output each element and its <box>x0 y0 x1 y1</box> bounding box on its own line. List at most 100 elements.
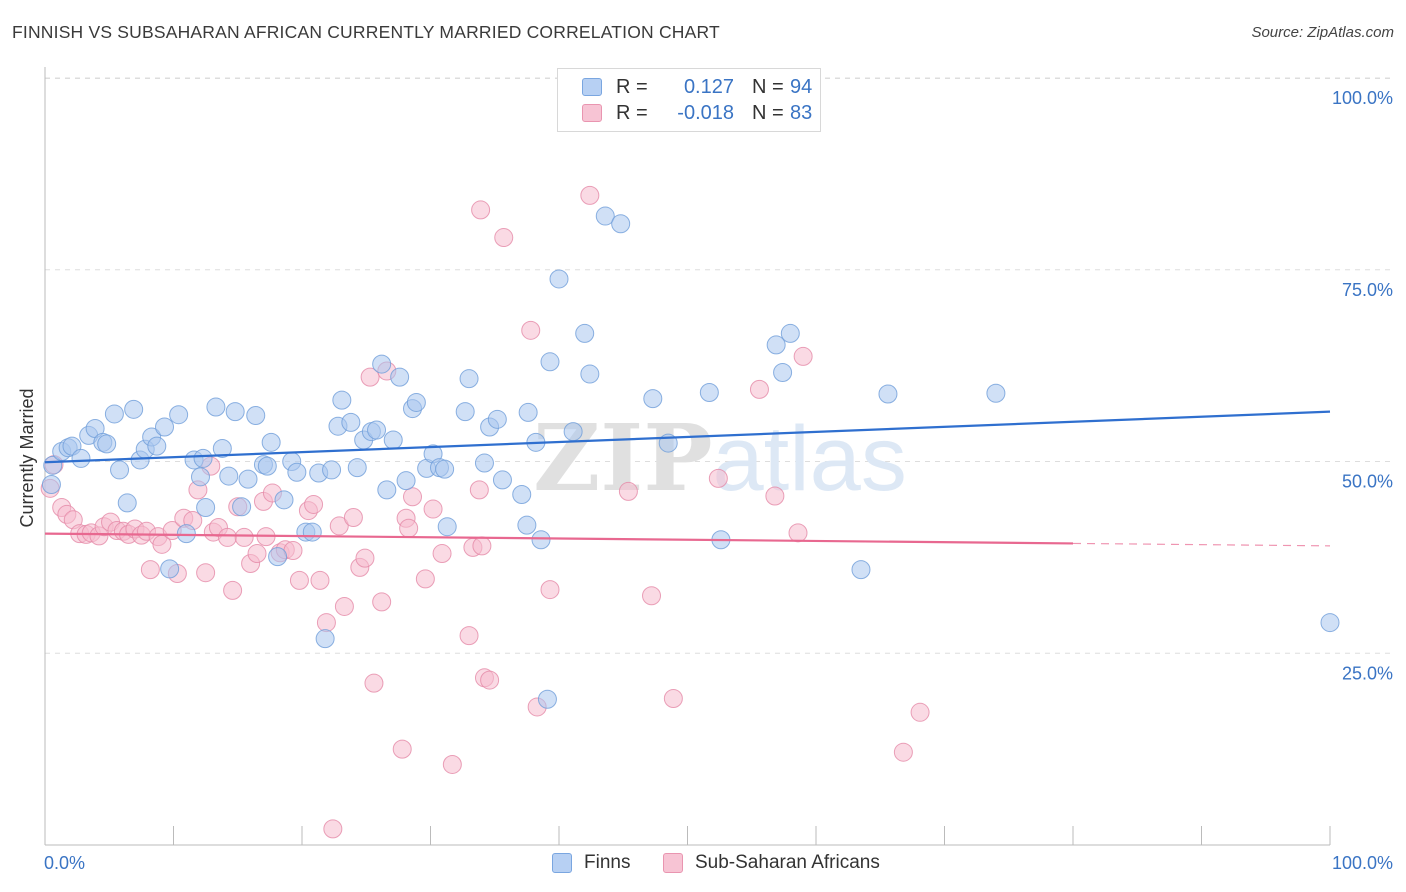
subsaharan-point <box>343 507 363 527</box>
subsaharan-point <box>372 592 392 612</box>
y-tick-label: 25.0% <box>1342 663 1393 683</box>
finns-point <box>575 323 595 343</box>
finns-point <box>238 469 258 489</box>
finns-point <box>257 456 277 476</box>
x-tick-label: 0.0% <box>44 853 85 873</box>
subsaharan-point <box>471 200 491 220</box>
subsaharan-point <box>323 819 343 839</box>
finns-point <box>580 364 600 384</box>
finns-point <box>219 466 239 486</box>
legend-r-label: R = <box>616 75 648 98</box>
watermark-atlas: atlas <box>713 408 907 510</box>
correlation-legend: R = 0.127 N = 94 R = -0.018 N = 83 <box>557 68 821 132</box>
data-points <box>40 185 1340 839</box>
finns-point <box>1320 613 1340 633</box>
finns-point <box>41 475 61 495</box>
subsaharan-point <box>223 580 243 600</box>
subsaharan-point <box>765 486 785 506</box>
y-axis-label: Currently Married <box>17 388 37 527</box>
finns-point <box>97 434 117 454</box>
finns-swatch <box>552 853 572 873</box>
subsaharan-point <box>140 560 160 580</box>
x-tick-label: 100.0% <box>1332 853 1393 873</box>
finns-point <box>147 436 167 456</box>
finns-point <box>537 689 557 709</box>
subsaharan-point <box>304 494 324 514</box>
finns-point <box>347 458 367 478</box>
finns-point <box>383 430 403 450</box>
legend-item-finns[interactable]: Finns <box>552 852 630 874</box>
subsaharan-point <box>415 569 435 589</box>
finns-point <box>104 404 124 424</box>
finns-point <box>878 384 898 404</box>
subsaharan-point <box>480 670 500 690</box>
subsaharan-point <box>472 536 492 556</box>
subsaharan-point <box>316 613 336 633</box>
finns-point <box>71 448 91 468</box>
finns-point <box>206 397 226 417</box>
finns-point <box>225 402 245 422</box>
finns-point <box>160 559 180 579</box>
subsaharan-point <box>310 570 330 590</box>
finns-point <box>512 484 532 504</box>
subsaharan-point <box>334 596 354 616</box>
subsaharan-point <box>399 518 419 538</box>
legend-subsaharan-label: Sub-Saharan Africans <box>695 852 880 873</box>
subsaharan-point <box>663 689 683 709</box>
subsaharan-point <box>642 586 662 606</box>
legend-r-value: 0.127 <box>683 75 734 98</box>
subsaharan-point <box>618 481 638 501</box>
finns-point <box>377 480 397 500</box>
subsaharan-point <box>329 516 349 536</box>
series-legend: Finns Sub-Saharan Africans <box>0 852 1406 878</box>
subsaharan-swatch <box>582 104 602 122</box>
subsaharan-point <box>432 544 452 564</box>
finns-point <box>518 402 538 422</box>
finns-point <box>302 522 322 542</box>
subsaharan-point <box>494 228 514 248</box>
legend-r-label: R = <box>616 101 648 124</box>
subsaharan-swatch <box>663 853 683 873</box>
finns-point <box>212 438 232 458</box>
finns-point <box>193 448 213 468</box>
finns-point <box>563 422 583 442</box>
finns-point <box>643 389 663 409</box>
finns-point <box>169 405 189 425</box>
subsaharan-point <box>403 487 423 507</box>
finns-point <box>367 420 387 440</box>
subsaharan-point <box>793 346 813 366</box>
legend-row-finns: R = 0.127 N = 94 <box>582 74 812 100</box>
subsaharan-point <box>423 499 443 519</box>
finns-point <box>459 369 479 389</box>
subsaharan-point <box>459 626 479 646</box>
finns-point <box>780 323 800 343</box>
y-tick-label: 50.0% <box>1342 472 1393 492</box>
subsaharan-point <box>217 527 237 547</box>
watermark: ZIPatlas <box>533 404 907 512</box>
finns-point <box>110 460 130 480</box>
finns-point <box>287 462 307 482</box>
legend-item-subsaharan[interactable]: Sub-Saharan Africans <box>663 852 880 874</box>
finns-point <box>487 409 507 429</box>
finns-point <box>406 392 426 412</box>
y-tick-label: 75.0% <box>1342 280 1393 300</box>
legend-n-value: 94 <box>790 75 813 98</box>
finns-point <box>437 517 457 537</box>
finns-point <box>851 560 871 580</box>
finns-point <box>268 547 288 567</box>
subsaharan-point <box>392 739 412 759</box>
subsaharan-point <box>469 480 489 500</box>
source-label: Source: ZipAtlas.com <box>1251 24 1394 41</box>
chart-title: FINNISH VS SUBSAHARAN AFRICAN CURRENTLY … <box>12 22 720 42</box>
finns-point <box>155 417 175 437</box>
finns-point <box>396 471 416 491</box>
subsaharan-point <box>540 580 560 600</box>
subsaharan-point <box>247 544 267 564</box>
finns-point <box>531 530 551 550</box>
finns-point <box>190 467 210 487</box>
finns-point <box>372 354 392 374</box>
subsaharan-point <box>910 702 930 722</box>
subsaharan-point <box>289 570 309 590</box>
finns-point <box>766 335 786 355</box>
